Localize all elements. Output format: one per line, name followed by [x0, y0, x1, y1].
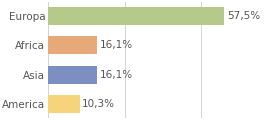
Bar [48, 7, 224, 25]
Text: 57,5%: 57,5% [227, 11, 260, 21]
Bar [48, 66, 97, 84]
Text: 10,3%: 10,3% [82, 99, 115, 109]
Bar [48, 36, 97, 54]
Text: 16,1%: 16,1% [100, 70, 133, 80]
Bar [48, 95, 80, 113]
Text: 16,1%: 16,1% [100, 40, 133, 50]
